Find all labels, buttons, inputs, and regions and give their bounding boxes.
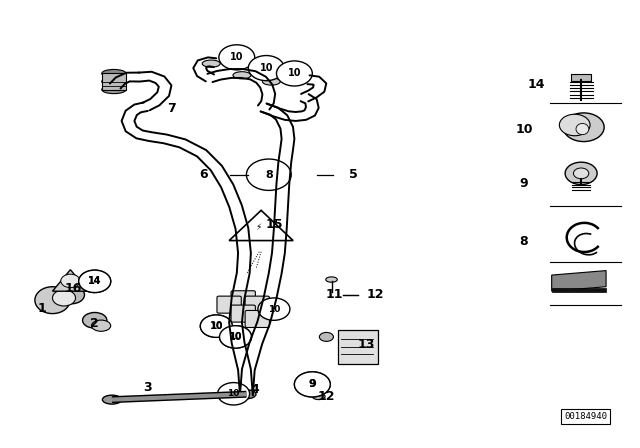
Circle shape [79, 270, 111, 293]
Circle shape [79, 270, 111, 293]
Text: 10: 10 [287, 69, 301, 78]
Text: 5: 5 [349, 168, 358, 181]
Ellipse shape [292, 74, 310, 82]
Ellipse shape [202, 60, 220, 67]
Text: 15: 15 [265, 218, 283, 232]
Text: 10: 10 [227, 389, 240, 398]
FancyBboxPatch shape [245, 310, 269, 327]
Circle shape [200, 315, 232, 337]
Text: 8: 8 [519, 235, 528, 249]
FancyBboxPatch shape [245, 296, 269, 313]
Text: 12: 12 [366, 288, 384, 302]
Ellipse shape [576, 123, 589, 135]
Text: 1: 1 [37, 302, 46, 315]
Bar [338, 330, 378, 364]
Text: 14: 14 [88, 276, 102, 286]
Circle shape [61, 274, 80, 288]
Ellipse shape [262, 78, 280, 85]
Polygon shape [52, 270, 88, 291]
Bar [571, 74, 591, 81]
Ellipse shape [102, 69, 126, 78]
Polygon shape [552, 271, 606, 291]
Circle shape [294, 372, 330, 397]
Ellipse shape [102, 395, 122, 404]
Text: 00184940: 00184940 [564, 412, 607, 421]
Text: 6: 6 [199, 168, 208, 181]
Ellipse shape [59, 286, 84, 304]
Text: 10: 10 [230, 52, 244, 62]
Text: 10: 10 [259, 63, 273, 73]
Ellipse shape [102, 86, 126, 94]
Text: 10: 10 [228, 332, 243, 342]
Text: 10: 10 [268, 305, 280, 314]
Circle shape [248, 56, 284, 81]
Text: 4: 4 [250, 383, 259, 396]
Circle shape [219, 45, 255, 70]
Circle shape [246, 159, 291, 190]
Ellipse shape [233, 72, 251, 79]
Text: 10: 10 [229, 332, 242, 341]
Ellipse shape [92, 320, 111, 332]
Text: 8: 8 [265, 170, 273, 180]
Bar [102, 73, 126, 90]
Circle shape [52, 290, 76, 306]
FancyBboxPatch shape [217, 296, 241, 313]
Text: 11: 11 [325, 288, 343, 302]
Ellipse shape [326, 277, 337, 282]
Text: 14: 14 [527, 78, 545, 91]
Circle shape [218, 383, 250, 405]
Circle shape [294, 372, 330, 397]
Circle shape [258, 298, 290, 320]
Text: 13: 13 [357, 338, 375, 352]
Text: 14: 14 [88, 276, 102, 286]
Text: 12: 12 [317, 390, 335, 403]
Circle shape [276, 61, 312, 86]
Circle shape [220, 326, 252, 348]
Text: 2: 2 [90, 317, 99, 330]
FancyBboxPatch shape [231, 291, 255, 308]
Text: 9: 9 [519, 177, 528, 190]
Text: 10: 10 [516, 123, 534, 137]
Text: 9: 9 [308, 379, 316, 389]
Circle shape [563, 113, 604, 142]
Ellipse shape [35, 287, 70, 314]
Circle shape [565, 162, 597, 185]
Text: 7: 7 [167, 102, 176, 115]
Ellipse shape [237, 390, 256, 399]
Text: 9: 9 [308, 379, 316, 389]
Ellipse shape [319, 332, 333, 341]
Text: 3: 3 [143, 381, 152, 394]
Circle shape [200, 315, 232, 337]
Text: 10: 10 [210, 322, 223, 331]
FancyBboxPatch shape [231, 305, 255, 322]
Ellipse shape [312, 393, 325, 400]
Circle shape [573, 168, 589, 179]
Circle shape [220, 326, 252, 348]
Text: 16: 16 [65, 282, 83, 296]
Text: 10: 10 [209, 321, 223, 331]
Text: ⚡: ⚡ [255, 223, 262, 232]
Ellipse shape [102, 78, 126, 86]
Ellipse shape [83, 313, 107, 328]
Circle shape [559, 114, 590, 136]
Bar [552, 288, 606, 292]
